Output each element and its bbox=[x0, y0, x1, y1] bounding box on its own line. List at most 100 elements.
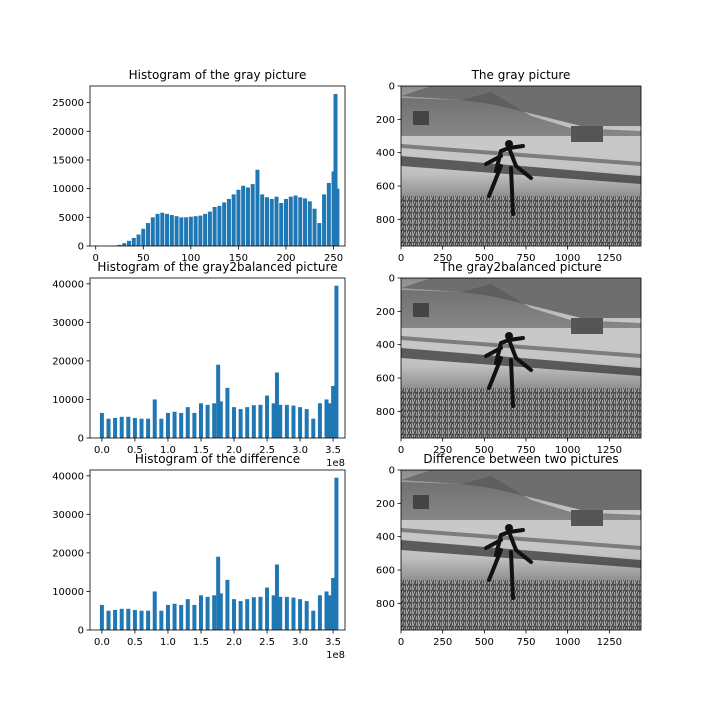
x-tick-label: 250 bbox=[433, 445, 452, 456]
bar bbox=[126, 416, 131, 438]
bar bbox=[236, 189, 241, 246]
bar bbox=[324, 591, 329, 630]
bar bbox=[311, 610, 316, 630]
bar bbox=[179, 412, 184, 438]
bar bbox=[278, 404, 283, 438]
x-tick-label: 1250 bbox=[597, 253, 622, 264]
x-tick-label: 1000 bbox=[555, 637, 580, 648]
bar bbox=[146, 610, 151, 630]
hist-gray-frame bbox=[89, 85, 346, 247]
bar bbox=[333, 94, 338, 246]
bar bbox=[307, 201, 312, 246]
bar bbox=[99, 604, 104, 630]
bar bbox=[274, 196, 279, 246]
bar bbox=[317, 403, 322, 438]
bar bbox=[225, 387, 230, 438]
y-tick-label: 20000 bbox=[52, 356, 84, 367]
hist-gray-title: Histogram of the gray picture bbox=[129, 68, 307, 82]
img-gray-picture bbox=[401, 86, 641, 246]
bar bbox=[192, 604, 197, 630]
bar bbox=[258, 596, 263, 630]
img-diff-frame bbox=[400, 469, 642, 631]
x-tick-label: 2.5 bbox=[259, 445, 275, 456]
x-tick-label: 750 bbox=[516, 445, 535, 456]
bar bbox=[139, 418, 144, 438]
bar bbox=[126, 608, 131, 630]
x-tick-label: 2.0 bbox=[226, 445, 242, 456]
y-tick-label: 30000 bbox=[52, 318, 84, 329]
bar bbox=[113, 609, 118, 630]
y-tick-label: 200 bbox=[376, 115, 395, 126]
hist-gray-bars bbox=[112, 94, 340, 246]
x-tick-label: 0.0 bbox=[94, 637, 110, 648]
bar bbox=[152, 591, 157, 630]
bar bbox=[188, 216, 193, 246]
x-tick-label: 1000 bbox=[555, 253, 580, 264]
hist-diff-frame bbox=[89, 469, 346, 631]
bar bbox=[238, 409, 243, 438]
bar bbox=[117, 244, 122, 246]
y-tick-label: 800 bbox=[376, 599, 395, 610]
bar bbox=[185, 407, 190, 438]
y-tick-label: 800 bbox=[376, 215, 395, 226]
bar bbox=[179, 604, 184, 630]
bar bbox=[119, 416, 124, 438]
x-tick-label: 0.5 bbox=[127, 445, 143, 456]
y-tick-label: 30000 bbox=[52, 510, 84, 521]
bar bbox=[132, 609, 137, 630]
y-tick-label: 600 bbox=[376, 374, 395, 385]
hist-balanced-frame bbox=[89, 277, 346, 439]
hist-balanced-bars bbox=[99, 285, 339, 438]
bar bbox=[245, 407, 250, 438]
bar bbox=[284, 596, 289, 630]
x-tick-label: 3.5 bbox=[325, 637, 341, 648]
bar bbox=[205, 404, 210, 438]
bar bbox=[317, 595, 322, 630]
y-tick-label: 0 bbox=[78, 242, 84, 253]
bar bbox=[119, 608, 124, 630]
y-tick-label: 600 bbox=[376, 182, 395, 193]
bar bbox=[169, 215, 174, 246]
bar bbox=[203, 213, 208, 246]
bar bbox=[141, 228, 146, 246]
bar bbox=[304, 409, 309, 438]
bar bbox=[274, 564, 279, 630]
bar bbox=[271, 595, 276, 630]
bar bbox=[198, 215, 203, 246]
x-tick-label: 750 bbox=[516, 637, 535, 648]
bar bbox=[122, 243, 127, 246]
bar bbox=[291, 405, 296, 438]
bar bbox=[165, 604, 170, 630]
bar bbox=[326, 182, 331, 246]
x-tick-label: 1.0 bbox=[160, 445, 176, 456]
bar bbox=[258, 404, 263, 438]
y-tick-label: 600 bbox=[376, 566, 395, 577]
y-tick-label: 0 bbox=[389, 466, 395, 477]
x-tick-label: 3.0 bbox=[292, 637, 308, 648]
hist-balanced-title: Histogram of the gray2balanced picture bbox=[97, 260, 337, 274]
y-tick-label: 40000 bbox=[52, 471, 84, 482]
bar bbox=[251, 597, 256, 630]
bar bbox=[198, 403, 203, 438]
bar bbox=[334, 477, 339, 630]
img-gray-axes: The gray picture 0 250 500 750 1000 1250 0 200 40… bbox=[376, 68, 642, 264]
bar bbox=[271, 403, 276, 438]
img-diff-picture bbox=[401, 470, 641, 630]
bar bbox=[159, 610, 164, 630]
y-tick-label: 0 bbox=[78, 626, 84, 637]
bar bbox=[324, 399, 329, 438]
bar bbox=[311, 418, 316, 438]
bar bbox=[205, 596, 210, 630]
x-tick-label: 1250 bbox=[597, 445, 622, 456]
x-tick-label: 500 bbox=[475, 445, 494, 456]
bar bbox=[139, 610, 144, 630]
bar bbox=[212, 207, 217, 246]
y-tick-label: 10000 bbox=[52, 395, 84, 406]
y-tick-label: 800 bbox=[376, 407, 395, 418]
bar bbox=[99, 412, 104, 438]
x-tick-label: 0 bbox=[398, 253, 404, 264]
bar bbox=[241, 185, 246, 246]
bar bbox=[255, 169, 260, 246]
